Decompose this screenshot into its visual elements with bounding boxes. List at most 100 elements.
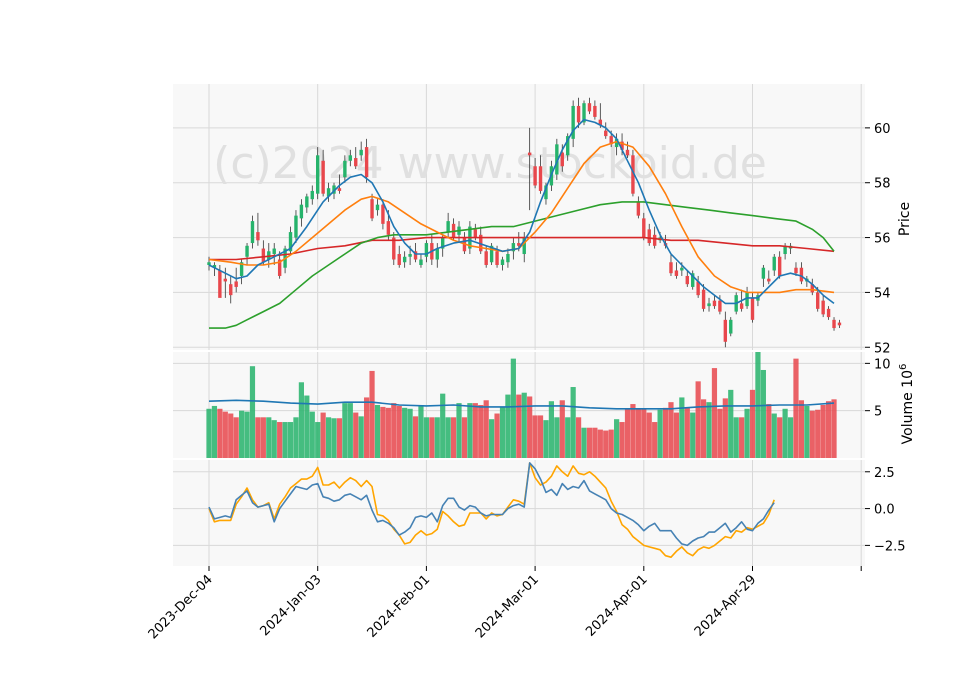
volume-bar — [809, 410, 815, 458]
volume-bar — [271, 420, 277, 458]
volume-bar — [668, 402, 674, 458]
volume-bar — [717, 408, 723, 458]
x-tick-label: 2024-Feb-01 — [365, 572, 434, 641]
volume-bar — [418, 405, 424, 458]
volume-bar — [239, 410, 245, 458]
candle-body — [739, 303, 744, 309]
candle-body — [245, 245, 249, 257]
volume-bar — [575, 417, 582, 458]
volume-bar — [548, 401, 555, 458]
candle-body — [647, 229, 651, 244]
candle-body — [489, 245, 494, 263]
volume-bar — [461, 417, 468, 458]
candle-body — [614, 138, 619, 148]
volume-bar — [749, 389, 756, 458]
volume-bar — [766, 404, 772, 458]
oscillator-panel — [208, 462, 775, 558]
volume-bar — [369, 370, 375, 458]
watermark: (c)2024 www.stockoid.de — [213, 138, 767, 189]
volume-bar — [733, 417, 739, 458]
x-tick-label: 2024-Apr-29 — [692, 572, 759, 639]
volume-bar — [364, 397, 370, 458]
volume-bar — [478, 405, 484, 458]
candle-body — [593, 105, 597, 117]
volume-bar — [787, 417, 794, 458]
volume-bar — [592, 427, 598, 458]
candle-body — [631, 155, 635, 194]
volume-bar — [570, 387, 576, 458]
candle-body — [571, 105, 575, 139]
candle-body — [343, 160, 347, 178]
volume-bar — [662, 407, 669, 458]
volume-bar — [233, 417, 239, 458]
candle-body — [707, 303, 711, 307]
volume-bar — [831, 399, 837, 458]
volume-bar — [798, 400, 805, 458]
candle-body — [223, 278, 228, 282]
candle-body — [718, 300, 722, 312]
price-y-tick-label: 58 — [874, 177, 891, 192]
volume-bar — [521, 392, 527, 458]
volume-bar — [222, 411, 228, 458]
candle-body — [609, 136, 613, 145]
volume-bar — [407, 408, 413, 458]
candle-body — [604, 130, 608, 137]
candle-body — [441, 237, 445, 249]
volume-bar — [739, 417, 745, 458]
volume-y-tick-label: 5 — [874, 405, 882, 420]
volume-panel — [206, 352, 837, 458]
candle-body — [354, 158, 358, 167]
candle-body — [337, 188, 342, 191]
candle-body — [256, 232, 260, 241]
volume-bar — [385, 407, 391, 458]
volume-bar — [402, 407, 408, 458]
volume-bar — [820, 405, 826, 458]
price-y-tick-label: 56 — [874, 232, 891, 247]
volume-bar — [434, 417, 440, 458]
volume-bar — [684, 407, 690, 458]
volume-bar — [429, 417, 435, 458]
candle-body — [750, 297, 755, 320]
volume-bar — [266, 417, 272, 458]
volume-axis-label: Volume 106 — [898, 364, 916, 445]
candle-body — [772, 256, 776, 271]
candle-body — [598, 119, 603, 126]
volume-bar — [777, 417, 783, 458]
volume-bar — [581, 427, 587, 458]
volume-bar — [391, 403, 397, 458]
volume-bar — [249, 366, 256, 458]
volume-bar — [630, 404, 636, 458]
volume-bar — [646, 412, 652, 458]
volume-bar — [619, 422, 625, 458]
ma-long-line — [209, 236, 835, 261]
volume-bar — [374, 405, 381, 458]
candle-body — [446, 221, 450, 233]
candle-body — [310, 190, 314, 200]
candle-body — [261, 248, 266, 263]
candle-body — [267, 251, 271, 260]
ma-fast-line — [208, 118, 835, 305]
candle-body — [402, 256, 407, 263]
candle-body — [566, 136, 570, 156]
candle-body — [701, 289, 706, 309]
volume-bar — [608, 429, 614, 458]
volume-bar — [287, 422, 294, 458]
volume-bar — [505, 394, 511, 458]
volume-ma-line — [208, 399, 835, 410]
candle-body — [837, 322, 842, 326]
oscillator-line-2 — [208, 462, 775, 558]
volume-bar — [673, 412, 680, 458]
volume-bar — [358, 416, 364, 458]
candle-body — [419, 259, 423, 265]
volume-bar — [804, 405, 810, 458]
volume-bar — [690, 412, 696, 458]
price-panel — [207, 97, 842, 348]
candle-body — [239, 262, 244, 276]
candle-body — [277, 259, 282, 276]
volume-bar — [217, 408, 223, 458]
volume-bar — [467, 403, 473, 458]
candle-body — [777, 256, 782, 276]
volume-bar — [211, 405, 218, 458]
volume-bar — [347, 403, 353, 458]
